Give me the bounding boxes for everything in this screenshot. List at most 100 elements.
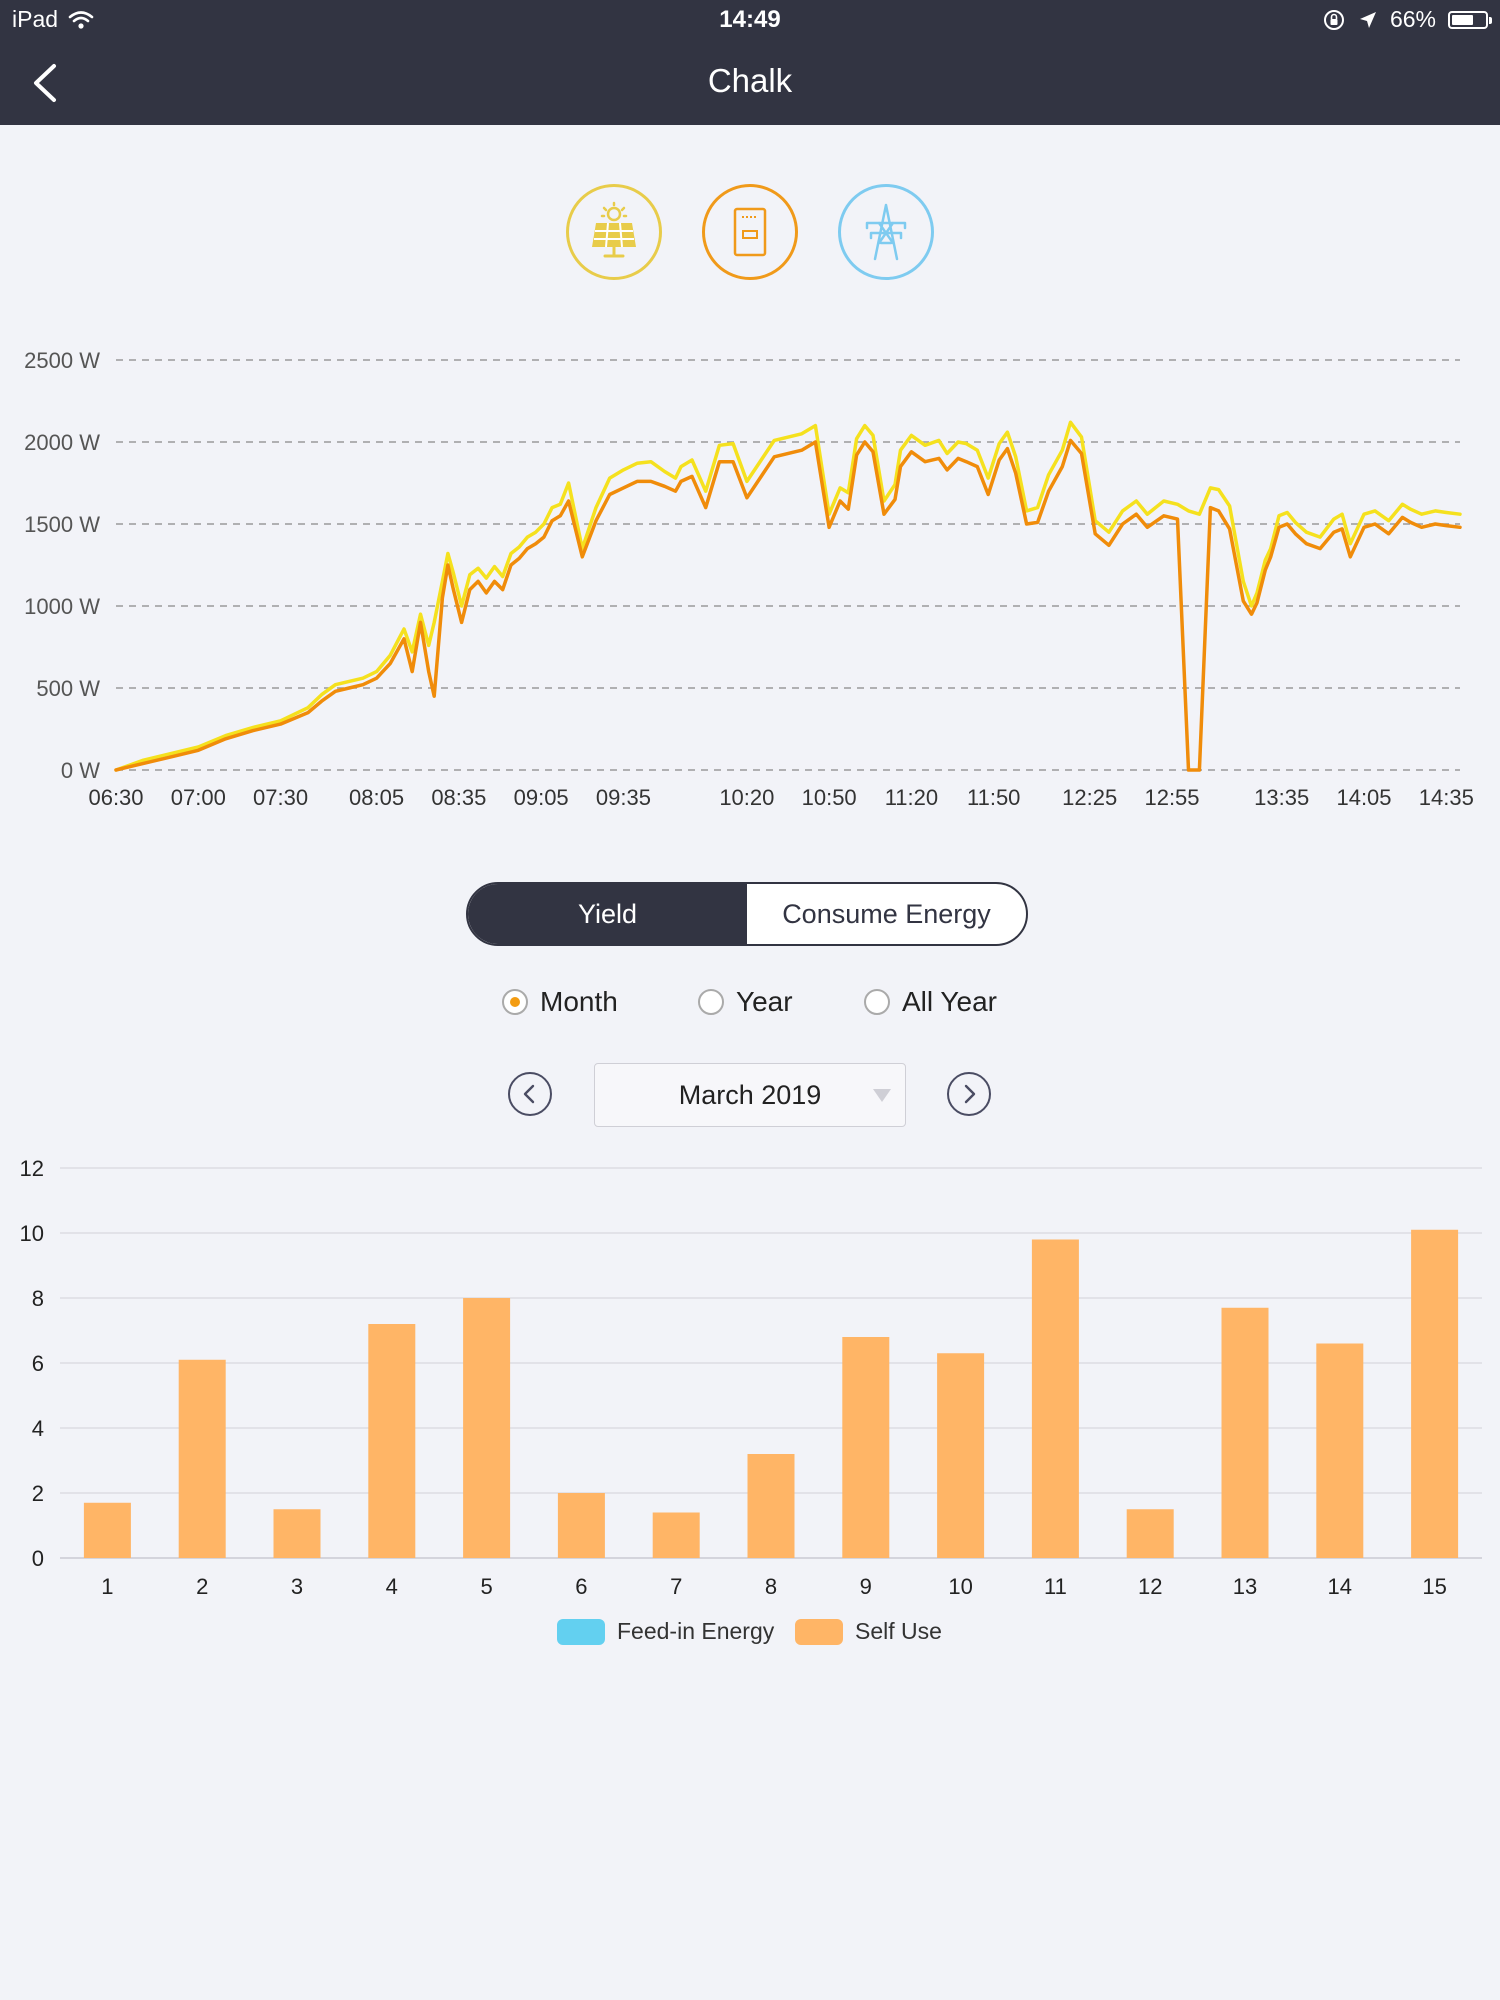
bar-x-tick-label: 8 <box>765 1574 777 1599</box>
device-name: iPad <box>12 6 59 32</box>
x-tick-label: 12:55 <box>1144 785 1199 810</box>
x-tick-label: 14:35 <box>1419 785 1474 810</box>
chevron-left-icon <box>523 1084 535 1104</box>
bar-x-tick-label: 7 <box>670 1574 682 1599</box>
segment-yield[interactable]: Yield <box>468 884 747 944</box>
self-use-bar <box>747 1454 795 1558</box>
bar-x-tick-label: 6 <box>575 1574 587 1599</box>
next-month-button[interactable] <box>947 1072 991 1116</box>
bar-y-tick-label: 10 <box>20 1221 44 1246</box>
bar-y-tick-label: 12 <box>20 1156 44 1181</box>
grid-device-button[interactable] <box>838 184 934 280</box>
y-tick-label: 500 W <box>36 676 100 701</box>
bar-x-tick-label: 14 <box>1328 1574 1352 1599</box>
radio-year[interactable]: Year <box>698 986 793 1018</box>
inverter-icon <box>733 207 767 257</box>
x-tick-label: 07:00 <box>171 785 226 810</box>
bar-y-tick-label: 0 <box>32 1546 44 1571</box>
month-dropdown-value: March 2019 <box>678 1079 822 1110</box>
self-use-bar <box>652 1512 700 1558</box>
self-use-bar <box>368 1324 416 1558</box>
battery-icon <box>1448 10 1492 29</box>
page-title: Chalk <box>707 62 793 99</box>
self-use-bar <box>842 1337 890 1558</box>
bar-x-tick-label: 4 <box>386 1574 398 1599</box>
legend-self-use[interactable]: Self Use <box>795 1618 942 1645</box>
status-right: 66% <box>1322 6 1492 33</box>
y-tick-label: 2000 W <box>24 430 100 455</box>
self-use-bar <box>1031 1239 1079 1558</box>
chevron-right-icon <box>964 1084 976 1104</box>
bar-x-tick-label: 13 <box>1233 1574 1257 1599</box>
bar-y-tick-label: 6 <box>32 1351 44 1376</box>
grid-tower-icon <box>865 203 907 261</box>
radio-month-label: Month <box>540 986 618 1017</box>
x-tick-label: 13:35 <box>1254 785 1309 810</box>
solar-device-button[interactable] <box>566 184 662 280</box>
location-arrow-icon <box>1359 11 1376 28</box>
bar-x-tick-label: 3 <box>291 1574 303 1599</box>
wifi-icon <box>68 10 94 29</box>
month-dropdown[interactable]: March 2019 <box>594 1063 906 1127</box>
x-tick-label: 07:30 <box>253 785 308 810</box>
radio-month-indicator <box>502 989 528 1015</box>
bar-x-tick-label: 12 <box>1138 1574 1162 1599</box>
self-use-bar <box>1221 1307 1269 1558</box>
bar-x-tick-label: 1 <box>101 1574 113 1599</box>
x-tick-label: 09:05 <box>514 785 569 810</box>
bar-x-tick-label: 5 <box>480 1574 492 1599</box>
x-tick-label: 08:35 <box>431 785 486 810</box>
self-use-bar <box>1316 1343 1364 1558</box>
bar-x-tick-label: 10 <box>948 1574 972 1599</box>
x-tick-label: 11:20 <box>885 785 938 810</box>
power-series-line <box>114 438 1462 772</box>
legend-label-self-use: Self Use <box>855 1618 942 1644</box>
self-use-bar <box>937 1353 985 1558</box>
x-tick-label: 08:05 <box>349 785 404 810</box>
bar-x-tick-label: 11 <box>1044 1574 1067 1599</box>
self-use-bar <box>83 1502 131 1558</box>
x-tick-label: 06:30 <box>88 785 143 810</box>
legend-swatch-self-use <box>795 1618 843 1645</box>
prev-month-button[interactable] <box>508 1072 552 1116</box>
radio-year-label: Year <box>736 986 793 1017</box>
segment-consume-energy[interactable]: Consume Energy <box>782 898 991 929</box>
bar-y-tick-label: 4 <box>32 1416 44 1441</box>
solar-panel-icon <box>592 201 636 258</box>
power-line-chart: 0 W 500 W 1000 W 1500 W 2000 W 2500 W 06:30 07:… <box>24 348 1474 810</box>
bar-y-tick-label: 8 <box>32 1286 44 1311</box>
energy-type-segment: Yield Consume Energy <box>466 882 1028 946</box>
bar-x-tick-label: 9 <box>860 1574 872 1599</box>
rotation-lock-icon <box>1323 9 1344 30</box>
x-tick-label: 10:50 <box>802 785 857 810</box>
self-use-bar <box>178 1359 226 1558</box>
self-use-bar <box>273 1509 321 1558</box>
radio-all-year-label: All Year <box>902 986 997 1017</box>
chevron-left-icon <box>34 64 56 102</box>
x-tick-label: 11:50 <box>967 785 1020 810</box>
x-tick-label: 14:05 <box>1336 785 1391 810</box>
bar-chart-legend: Feed-in Energy Self Use <box>0 1618 1500 1650</box>
battery-percent: 66% <box>1389 6 1436 32</box>
bar-y-tick-label: 2 <box>32 1481 44 1506</box>
self-use-bar <box>463 1298 511 1558</box>
self-use-bar <box>557 1493 605 1558</box>
radio-year-indicator <box>698 989 724 1015</box>
yield-series-line <box>114 420 1462 772</box>
back-button[interactable] <box>22 58 72 108</box>
bar-x-tick-label: 2 <box>196 1574 208 1599</box>
legend-swatch-feed-in <box>557 1618 605 1645</box>
radio-all-year-indicator <box>864 989 890 1015</box>
x-tick-label: 10:20 <box>719 785 774 810</box>
y-tick-label: 2500 W <box>24 348 100 373</box>
legend-feed-in-energy[interactable]: Feed-in Energy <box>557 1618 774 1645</box>
legend-label-feed-in: Feed-in Energy <box>617 1618 775 1644</box>
bar-x-tick-label: 15 <box>1422 1574 1446 1599</box>
inverter-device-button[interactable] <box>702 184 798 280</box>
radio-all-year[interactable]: All Year <box>864 986 997 1018</box>
nav-bar: Chalk <box>0 40 1500 125</box>
radio-month[interactable]: Month <box>502 986 618 1018</box>
self-use-bar <box>1411 1229 1459 1558</box>
status-bar: iPad 14:49 66% <box>0 0 1500 40</box>
x-tick-label: 12:25 <box>1062 785 1117 810</box>
